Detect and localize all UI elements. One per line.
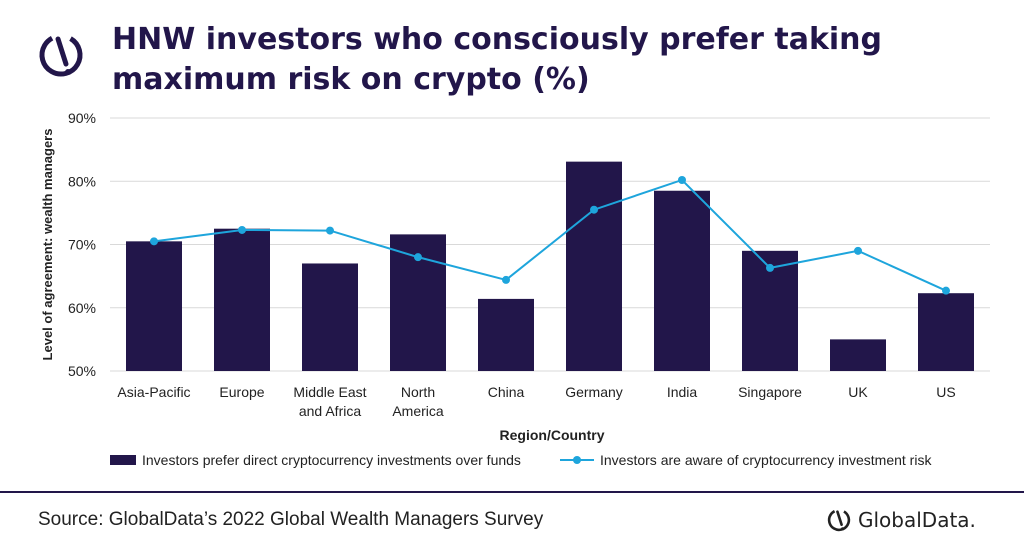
line-point	[414, 253, 422, 262]
x-tick-label: China	[488, 384, 525, 400]
x-tick-label: UK	[848, 384, 868, 400]
x-tick-label: India	[667, 384, 698, 400]
bar	[654, 190, 710, 371]
x-tick-label: US	[936, 384, 955, 400]
chart-legend: Investors prefer direct cryptocurrency i…	[0, 452, 1024, 472]
brand-logo-icon	[827, 508, 851, 532]
brand-logo: GlobalData.	[826, 503, 976, 537]
legend-label-line: Investors are aware of cryptocurrency in…	[600, 452, 932, 468]
y-tick-label: 60%	[68, 300, 96, 316]
bar	[302, 263, 358, 371]
line-point	[590, 205, 598, 214]
bar	[918, 293, 974, 371]
x-tick-label: Singapore	[738, 384, 802, 400]
legend-label-bars: Investors prefer direct cryptocurrency i…	[142, 452, 521, 468]
y-tick-label: 80%	[68, 173, 96, 189]
bar	[478, 298, 534, 371]
series-line	[153, 178, 947, 292]
bar-line-chart: 50% 60% 70% 80% 90% Asia-Pacific Europe Middle …	[40, 110, 990, 443]
bar	[126, 241, 182, 371]
y-tick-label: 90%	[68, 110, 96, 126]
bar	[830, 339, 886, 371]
x-tick-label: Middle East and Africa	[293, 384, 366, 419]
line-point	[502, 275, 510, 284]
bar	[214, 228, 270, 371]
brand-name: GlobalData.	[858, 508, 976, 532]
line-point	[854, 246, 862, 255]
legend-item-bars: Investors prefer direct cryptocurrency i…	[110, 452, 521, 468]
legend-bar-swatch	[110, 455, 136, 465]
x-tick-label: North America	[392, 384, 444, 419]
source-note: Source: GlobalData’s 2022 Global Wealth …	[38, 509, 544, 530]
y-tick-label: 70%	[68, 237, 96, 253]
bar	[566, 161, 622, 371]
line-point	[766, 263, 774, 272]
line-point	[942, 286, 950, 295]
line-point	[326, 226, 334, 235]
legend-item-line: Investors are aware of cryptocurrency in…	[560, 452, 931, 468]
line-point	[238, 225, 246, 234]
y-tick-label: 50%	[68, 363, 96, 379]
footer-divider	[0, 491, 1024, 493]
x-tick-label: Europe	[219, 384, 264, 400]
x-axis-title: Region/Country	[500, 427, 605, 443]
line-point	[678, 175, 686, 184]
legend-line-swatch	[560, 455, 594, 465]
line-point	[150, 237, 158, 246]
chart-title: HNW investors who consciously prefer tak…	[112, 22, 883, 97]
x-tick-label: Germany	[565, 384, 623, 400]
globaldata-logo-icon	[39, 33, 83, 77]
y-axis-title: Level of agreement: wealth managers	[40, 129, 55, 361]
x-tick-label: Asia-Pacific	[117, 384, 190, 400]
